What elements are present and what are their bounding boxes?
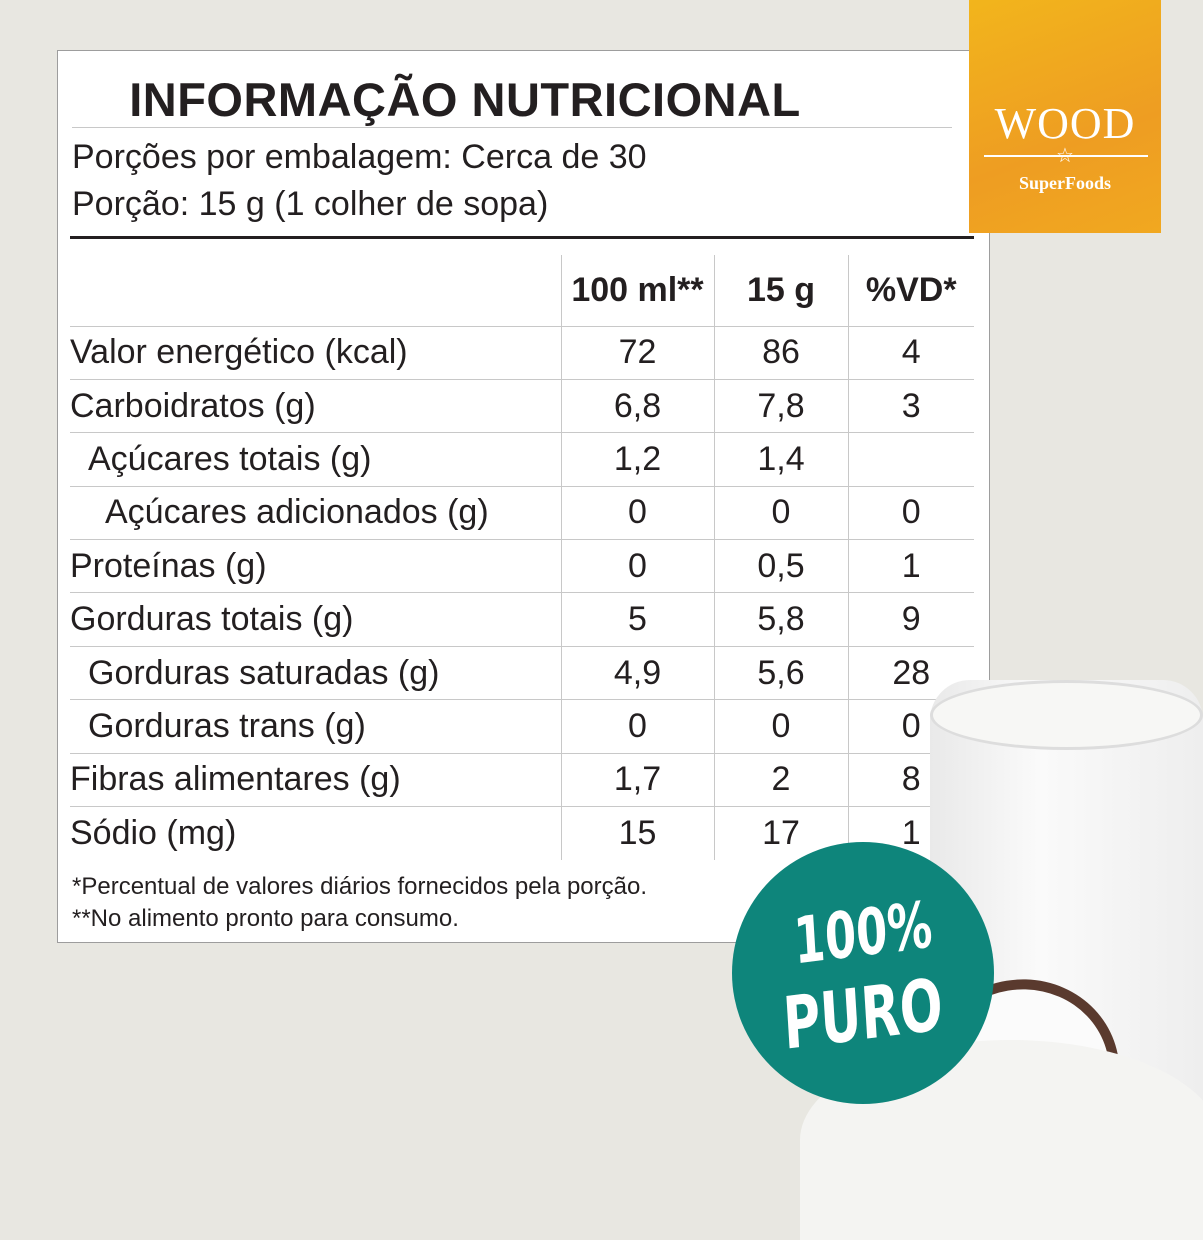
table-row: Gorduras trans (g) 0 0 0 — [70, 699, 974, 754]
value-100ml: 0 — [560, 486, 714, 541]
footnote-vd: *Percentual de valores diários fornecido… — [72, 873, 648, 900]
value-15g: 2 — [713, 753, 848, 808]
nutrition-table: 100 ml** 15 g %VD* Valor energético (kca… — [70, 255, 974, 860]
value-100ml: 5 — [560, 592, 714, 647]
value-vd: 1 — [847, 539, 974, 594]
header-nutrient — [70, 255, 561, 327]
brand-logo: WOOD ☆ SuperFoods — [969, 0, 1161, 233]
logo-name: WOOD — [994, 99, 1136, 148]
value-100ml: 0 — [560, 539, 714, 594]
header-100ml: 100 ml** — [560, 255, 714, 327]
nutrient-name: Açúcares totais (g) — [70, 432, 561, 487]
value-15g: 5,8 — [713, 592, 848, 647]
value-15g: 0,5 — [713, 539, 848, 594]
value-15g: 0 — [713, 699, 848, 754]
table-row: Açúcares adicionados (g) 0 0 0 — [70, 486, 974, 541]
footnote-ready: **No alimento pronto para consumo. — [72, 905, 459, 932]
nutrient-name: Gorduras saturadas (g) — [70, 646, 561, 701]
value-100ml: 4,9 — [560, 646, 714, 701]
table-row: Sódio (mg) 15 17 1 — [70, 806, 974, 860]
table-header-row: 100 ml** 15 g %VD* — [70, 255, 974, 327]
table-row: Açúcares totais (g) 1,2 1,4 — [70, 432, 974, 487]
table-row: Proteínas (g) 0 0,5 1 — [70, 539, 974, 594]
table-row: Fibras alimentares (g) 1,7 2 8 — [70, 753, 974, 808]
thick-divider — [70, 236, 974, 239]
table-row: Valor energético (kcal) 72 86 4 — [70, 326, 974, 380]
serving-size: Porção: 15 g (1 colher de sopa) — [72, 185, 549, 223]
value-15g: 1,4 — [713, 432, 848, 487]
glass-rim — [930, 680, 1203, 750]
value-15g: 86 — [713, 326, 848, 380]
nutrient-name: Gorduras totais (g) — [70, 592, 561, 647]
value-15g: 0 — [713, 486, 848, 541]
value-15g: 17 — [713, 806, 848, 860]
value-100ml: 1,7 — [560, 753, 714, 808]
value-15g: 7,8 — [713, 379, 848, 434]
nutrient-name: Carboidratos (g) — [70, 379, 561, 434]
value-100ml: 1,2 — [560, 432, 714, 487]
nutrient-name: Açúcares adicionados (g) — [70, 486, 561, 541]
divider — [72, 127, 952, 128]
value-100ml: 15 — [560, 806, 714, 860]
header-15g: 15 g — [713, 255, 848, 327]
nutrient-name: Gorduras trans (g) — [70, 699, 561, 754]
value-vd: 0 — [847, 486, 974, 541]
header-vd: %VD* — [847, 255, 974, 327]
star-icon: ☆ — [1056, 145, 1074, 167]
value-100ml: 0 — [560, 699, 714, 754]
table-row: Gorduras totais (g) 5 5,8 9 — [70, 592, 974, 647]
nutrient-name: Proteínas (g) — [70, 539, 561, 594]
nutrient-name: Fibras alimentares (g) — [70, 753, 561, 808]
value-vd — [847, 432, 974, 487]
logo-tagline: SuperFoods — [1018, 173, 1112, 193]
value-vd: 4 — [847, 326, 974, 380]
value-100ml: 72 — [560, 326, 714, 380]
logo-line — [984, 155, 1148, 157]
servings-per-package: Porções por embalagem: Cerca de 30 — [72, 138, 647, 176]
value-15g: 5,6 — [713, 646, 848, 701]
label-title: INFORMAÇÃO NUTRICIONAL — [129, 73, 801, 126]
value-100ml: 6,8 — [560, 379, 714, 434]
value-vd: 3 — [847, 379, 974, 434]
value-vd: 9 — [847, 592, 974, 647]
nutrient-name: Sódio (mg) — [70, 813, 237, 852]
nutrient-name: Valor energético (kcal) — [70, 326, 561, 380]
table-row: Gorduras saturadas (g) 4,9 5,6 28 — [70, 646, 974, 701]
table-row: Carboidratos (g) 6,8 7,8 3 — [70, 379, 974, 434]
purity-badge: 100% PURO — [732, 842, 994, 1104]
